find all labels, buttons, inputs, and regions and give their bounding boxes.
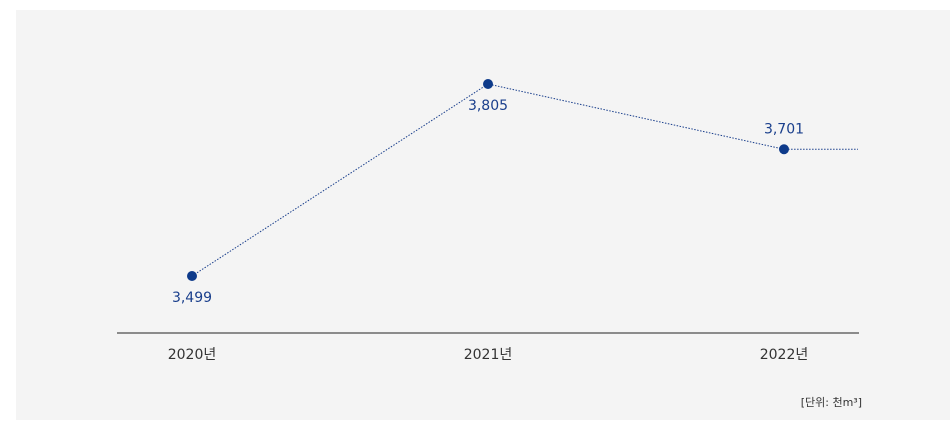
data-point <box>779 144 789 155</box>
x-tick-label: 2020년 <box>168 347 217 363</box>
data-point <box>483 79 493 89</box>
data-label: 3,701 <box>764 121 804 137</box>
x-axis-ticks: 2020년 2021년 2022년 <box>168 347 809 363</box>
series-line <box>191 83 858 277</box>
data-label: 3,499 <box>172 290 212 306</box>
x-tick-label: 2022년 <box>760 347 809 363</box>
chart-panel <box>16 10 950 420</box>
unit-label: [단위: 천m³] <box>800 396 862 409</box>
data-series: 3,499 3,805 3,701 <box>172 79 858 306</box>
data-point <box>187 271 197 281</box>
data-label: 3,805 <box>468 98 508 114</box>
x-tick-label: 2021년 <box>464 347 513 363</box>
